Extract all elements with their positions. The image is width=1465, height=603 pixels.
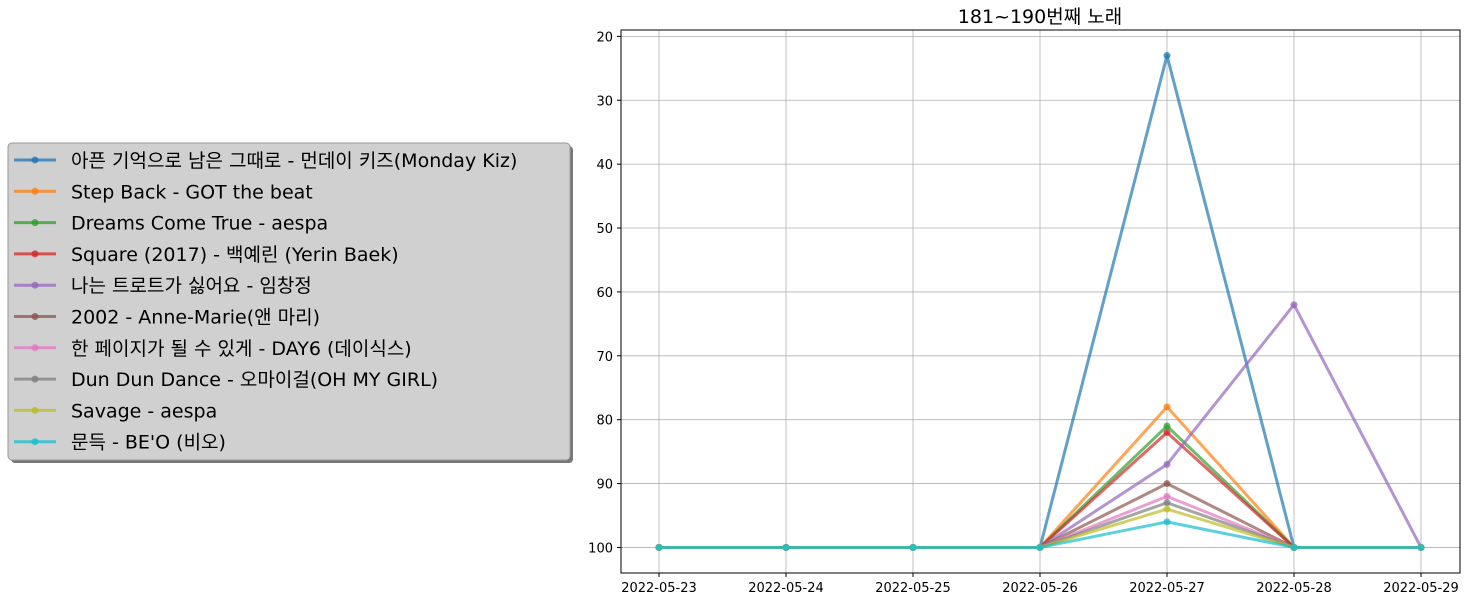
y-tick-label: 100 [588, 541, 613, 556]
legend-marker [31, 250, 39, 258]
y-tick-label: 50 [596, 222, 613, 237]
legend-label: 2002 - Anne-Marie(앤 마리) [71, 307, 320, 329]
data-point [1036, 543, 1044, 551]
data-point [655, 543, 663, 551]
y-tick-label: 40 [596, 158, 613, 173]
data-point [909, 543, 917, 551]
x-tick-label: 2022-05-24 [748, 581, 824, 596]
data-point [1290, 543, 1298, 551]
plot-series [655, 52, 1425, 551]
legend-item: 아픈 기억으로 남은 그때로 - 먼데이 키즈(Monday Kiz) [14, 150, 517, 172]
data-point [1163, 52, 1171, 60]
data-point [1163, 428, 1171, 436]
chart-title: 181~190번째 노래 [958, 6, 1122, 28]
data-point [1163, 480, 1171, 488]
legend-marker [31, 406, 39, 414]
legend-label: Savage - aespa [71, 400, 217, 422]
legend-item: 2002 - Anne-Marie(앤 마리) [14, 307, 320, 329]
y-tick-label: 80 [596, 414, 613, 429]
grid [621, 30, 1460, 573]
x-tick-label: 2022-05-27 [1129, 581, 1205, 596]
legend-item: 한 페이지가 될 수 있게 - DAY6 (데이식스) [14, 338, 412, 360]
legend-label: Dreams Come True - aespa [71, 213, 328, 235]
legend-item: Step Back - GOT the beat [14, 181, 313, 203]
legend-label: Step Back - GOT the beat [71, 181, 313, 203]
legend-marker [31, 281, 39, 289]
legend-label: 한 페이지가 될 수 있게 - DAY6 (데이식스) [71, 338, 412, 360]
legend-marker [31, 438, 39, 446]
series-10 [655, 518, 1425, 551]
legend-item: 문득 - BE'O (비오) [14, 432, 226, 454]
legend-item: 나는 트로트가 싫어요 - 임창정 [14, 275, 312, 297]
legend-marker [31, 313, 39, 320]
legend-item: Square (2017) - 백예린 (Yerin Baek) [14, 244, 399, 266]
legend-marker [31, 375, 39, 383]
data-point [1163, 422, 1171, 430]
legend-marker [31, 156, 39, 164]
legend-box [7, 142, 571, 461]
legend-label: Dun Dun Dance - 오마이걸(OH MY GIRL) [71, 369, 438, 391]
data-point [1163, 492, 1171, 500]
data-point [1163, 460, 1171, 468]
data-point [1290, 301, 1298, 309]
legend-marker [31, 187, 39, 195]
legend-item: Dreams Come True - aespa [14, 213, 328, 235]
legend-marker [31, 344, 39, 352]
legend-label: 아픈 기억으로 남은 그때로 - 먼데이 키즈(Monday Kiz) [71, 150, 517, 172]
legend-item: Savage - aespa [14, 400, 217, 422]
plot-frame [620, 29, 1461, 574]
y-tick-label: 70 [596, 350, 613, 365]
legend-label: Square (2017) - 백예린 (Yerin Baek) [71, 244, 399, 266]
y-tick-label: 60 [596, 286, 613, 301]
legend: 아픈 기억으로 남은 그때로 - 먼데이 키즈(Monday Kiz) Step … [7, 142, 573, 463]
legend-marker [31, 219, 39, 227]
y-tick-label: 20 [596, 30, 613, 45]
x-tick-label: 2022-05-29 [1383, 581, 1459, 596]
data-point [1163, 505, 1171, 513]
x-tick-label: 2022-05-28 [1256, 581, 1332, 596]
x-tick-label: 2022-05-25 [875, 581, 951, 596]
data-point [1163, 499, 1171, 507]
legend-label: 나는 트로트가 싫어요 - 임창정 [71, 275, 312, 297]
x-tick-label: 2022-05-26 [1002, 581, 1078, 596]
data-point [1417, 543, 1425, 551]
data-point [1163, 518, 1171, 526]
data-point [782, 543, 790, 551]
y-tick-label: 30 [596, 94, 613, 109]
y-tick-label: 90 [596, 478, 613, 493]
data-point [1163, 403, 1171, 411]
legend-label: 문득 - BE'O (비오) [71, 432, 226, 454]
x-tick-label: 2022-05-23 [621, 581, 697, 596]
legend-item: Dun Dun Dance - 오마이걸(OH MY GIRL) [14, 369, 438, 391]
axes: 2022-05-23 2022-05-24 2022-05-25 2022-05-26… [588, 30, 1459, 596]
